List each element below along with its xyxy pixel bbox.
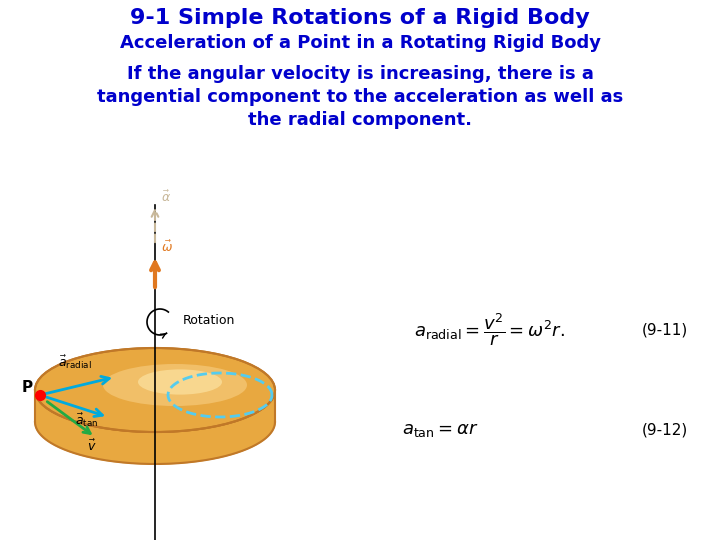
Text: Acceleration of a Point in a Rotating Rigid Body: Acceleration of a Point in a Rotating Ri… [120, 34, 600, 52]
Text: $a_{\mathrm{tan}} = \alpha r$: $a_{\mathrm{tan}} = \alpha r$ [402, 421, 478, 439]
Text: tangential component to the acceleration as well as: tangential component to the acceleration… [97, 88, 623, 106]
Text: $\vec{\omega}$: $\vec{\omega}$ [161, 240, 173, 255]
Ellipse shape [103, 364, 247, 406]
Text: $\vec{\alpha}$: $\vec{\alpha}$ [161, 190, 171, 205]
Text: (9-12): (9-12) [642, 422, 688, 437]
Text: Rotation: Rotation [183, 314, 235, 327]
Polygon shape [35, 390, 275, 464]
Text: $a_{\mathrm{radial}} = \dfrac{v^2}{r} = \omega^2 r.$: $a_{\mathrm{radial}} = \dfrac{v^2}{r} = … [415, 312, 566, 348]
Text: $\vec{v}$: $\vec{v}$ [87, 438, 96, 454]
Text: P: P [22, 380, 33, 395]
Ellipse shape [35, 348, 275, 432]
Text: If the angular velocity is increasing, there is a: If the angular velocity is increasing, t… [127, 65, 593, 83]
Text: $\vec{a}_{\mathrm{tan}}$: $\vec{a}_{\mathrm{tan}}$ [75, 411, 99, 429]
Text: the radial component.: the radial component. [248, 111, 472, 129]
Text: 9-1 Simple Rotations of a Rigid Body: 9-1 Simple Rotations of a Rigid Body [130, 8, 590, 28]
Ellipse shape [138, 369, 222, 395]
Text: (9-11): (9-11) [642, 322, 688, 338]
Text: $\vec{a}_{\mathrm{radial}}$: $\vec{a}_{\mathrm{radial}}$ [58, 354, 91, 371]
